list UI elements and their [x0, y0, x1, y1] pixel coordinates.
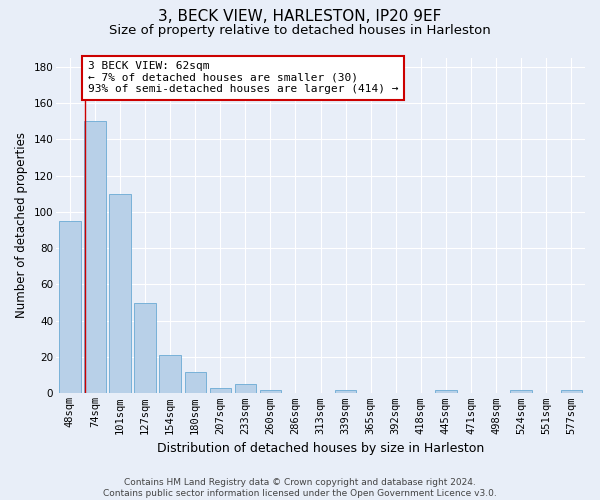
X-axis label: Distribution of detached houses by size in Harleston: Distribution of detached houses by size … — [157, 442, 484, 455]
Text: 3, BECK VIEW, HARLESTON, IP20 9EF: 3, BECK VIEW, HARLESTON, IP20 9EF — [158, 9, 442, 24]
Bar — [560, 390, 582, 394]
Bar — [335, 390, 356, 394]
Y-axis label: Number of detached properties: Number of detached properties — [15, 132, 28, 318]
Bar — [435, 390, 457, 394]
Bar — [209, 388, 231, 394]
Text: Size of property relative to detached houses in Harleston: Size of property relative to detached ho… — [109, 24, 491, 37]
Bar — [235, 384, 256, 394]
Bar — [511, 390, 532, 394]
Bar — [260, 390, 281, 394]
Bar — [185, 372, 206, 394]
Bar — [160, 356, 181, 394]
Text: Contains HM Land Registry data © Crown copyright and database right 2024.
Contai: Contains HM Land Registry data © Crown c… — [103, 478, 497, 498]
Bar — [109, 194, 131, 394]
Bar — [134, 302, 156, 394]
Text: 3 BECK VIEW: 62sqm
← 7% of detached houses are smaller (30)
93% of semi-detached: 3 BECK VIEW: 62sqm ← 7% of detached hous… — [88, 61, 398, 94]
Bar — [59, 221, 80, 394]
Bar — [84, 121, 106, 394]
